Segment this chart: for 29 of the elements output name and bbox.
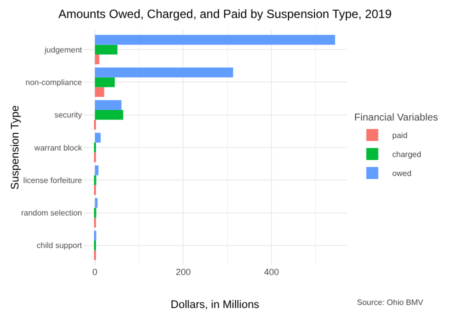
x-tick-label: 400 <box>264 267 280 277</box>
bar <box>94 34 336 45</box>
bar <box>94 165 98 176</box>
bar <box>94 110 124 120</box>
bar <box>94 100 122 110</box>
bar <box>94 77 115 88</box>
y-axis-title: Suspension Type <box>9 105 22 190</box>
x-tick-label: 0 <box>92 267 98 277</box>
legend-label: owed <box>392 169 412 178</box>
y-tick-label: non-compliance <box>26 78 83 88</box>
legend-label: charged <box>392 150 422 160</box>
x-axis-title: Dollars, in Millions <box>170 299 260 311</box>
y-tick-label: warrant block <box>33 143 83 152</box>
bar <box>94 132 101 143</box>
bar <box>94 198 98 208</box>
y-tick-label: judgement <box>44 45 83 54</box>
chart-title: Amounts Owed, Charged, and Paid by Suspension Type, 2019 <box>58 7 392 22</box>
x-tick-label: 200 <box>176 267 191 277</box>
bar <box>94 44 118 54</box>
y-tick-label: child support <box>36 241 83 250</box>
legend-label: paid <box>392 131 408 140</box>
bar <box>94 87 104 97</box>
bar <box>94 54 100 64</box>
y-tick-label: license forfeiture <box>23 176 83 185</box>
y-tick-label: security <box>54 110 82 120</box>
source-note: Source: Ohio BMV <box>357 298 424 307</box>
y-tick-label: random selection <box>21 208 82 218</box>
legend-title: Financial Variables <box>354 112 438 124</box>
bar <box>94 68 234 78</box>
